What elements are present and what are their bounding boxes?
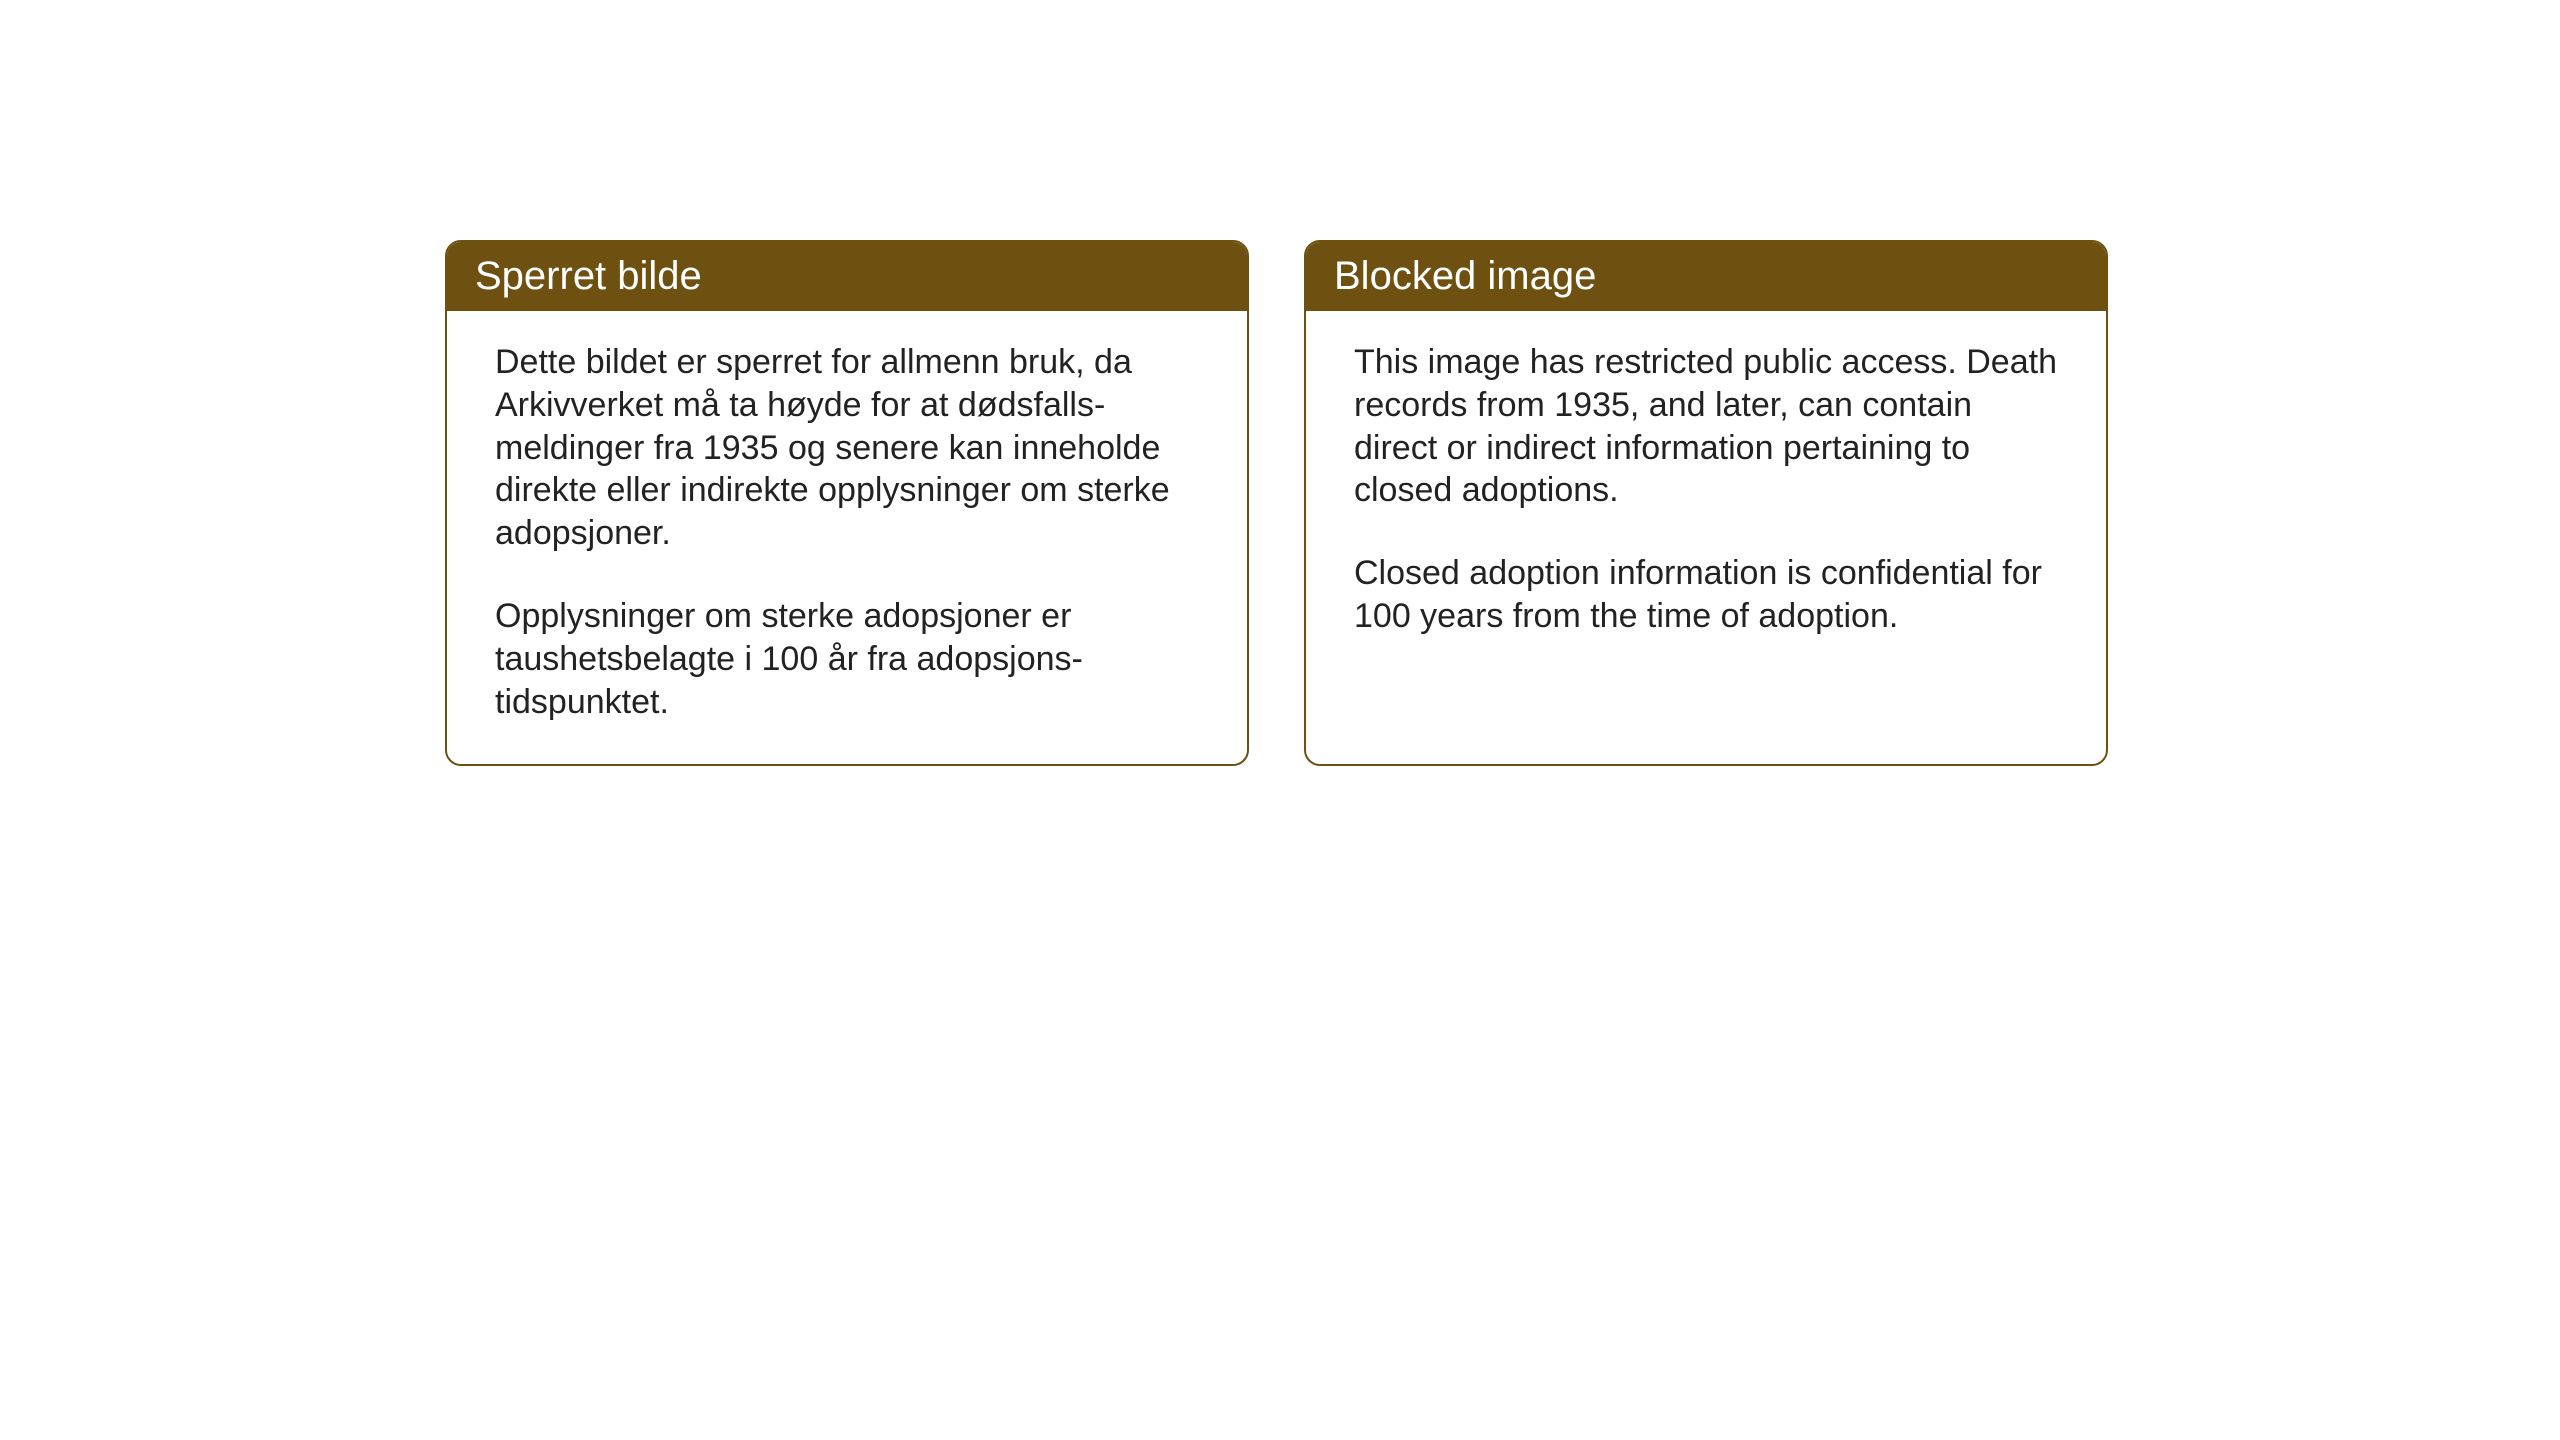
notice-card-norwegian: Sperret bilde Dette bildet er sperret fo… bbox=[445, 240, 1249, 766]
card-body-english: This image has restricted public access.… bbox=[1306, 311, 2106, 759]
card-title-norwegian: Sperret bilde bbox=[475, 254, 702, 298]
paragraph-1-norwegian: Dette bildet er sperret for allmenn bruk… bbox=[495, 341, 1199, 555]
card-body-norwegian: Dette bildet er sperret for allmenn bruk… bbox=[447, 311, 1247, 764]
card-title-english: Blocked image bbox=[1334, 254, 1596, 298]
card-header-norwegian: Sperret bilde bbox=[447, 242, 1247, 311]
notice-card-english: Blocked image This image has restricted … bbox=[1304, 240, 2108, 766]
paragraph-2-english: Closed adoption information is confident… bbox=[1354, 552, 2058, 638]
notice-container: Sperret bilde Dette bildet er sperret fo… bbox=[445, 240, 2108, 766]
paragraph-2-norwegian: Opplysninger om sterke adopsjoner er tau… bbox=[495, 595, 1199, 723]
card-header-english: Blocked image bbox=[1306, 242, 2106, 311]
paragraph-1-english: This image has restricted public access.… bbox=[1354, 341, 2058, 512]
